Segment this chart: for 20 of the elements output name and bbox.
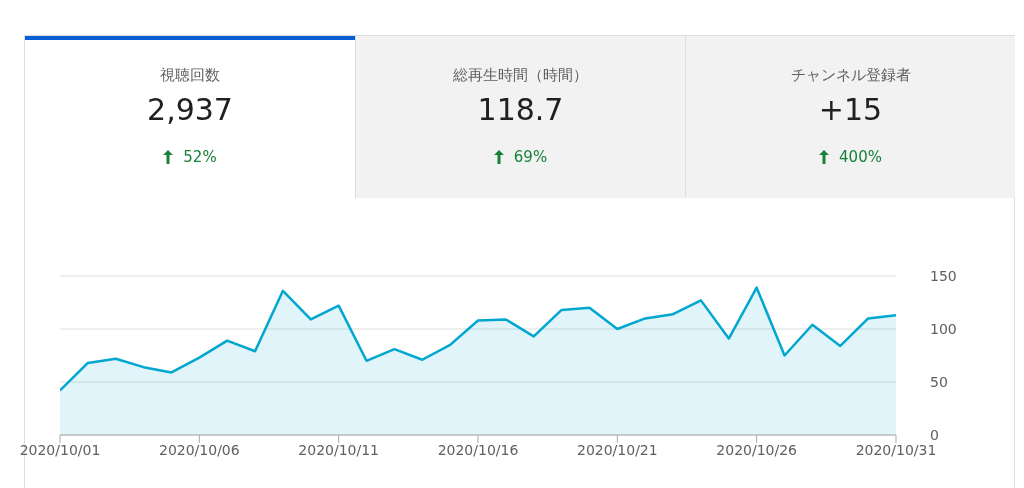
text: 118.7 [476,92,565,127]
x-tick-label: 2020/10/31 [855,441,937,458]
text: 総再生時間（時間） [452,66,589,85]
x-tick-label: 2020/10/01 [19,441,101,458]
text: 2,937 [146,92,234,127]
x-tick-label: 2020/10/11 [298,441,380,458]
y-tick-label: 100 [930,320,957,337]
text: +15 [817,92,884,127]
text: 視聴回数 [159,66,221,85]
y-tick-label: 150 [930,267,957,284]
text: 69% [513,148,548,166]
y-tick-label: 50 [930,373,948,390]
text: 52% [183,148,217,166]
y-tick-label: 0 [930,426,939,443]
x-tick-label: 2020/10/16 [437,441,519,458]
text: チャンネル登録者 [789,66,912,85]
x-tick-label: 2020/10/21 [576,441,658,458]
x-tick-label: 2020/10/06 [158,441,240,458]
x-tick-label: 2020/10/26 [716,441,798,458]
text: 400% [839,148,882,166]
